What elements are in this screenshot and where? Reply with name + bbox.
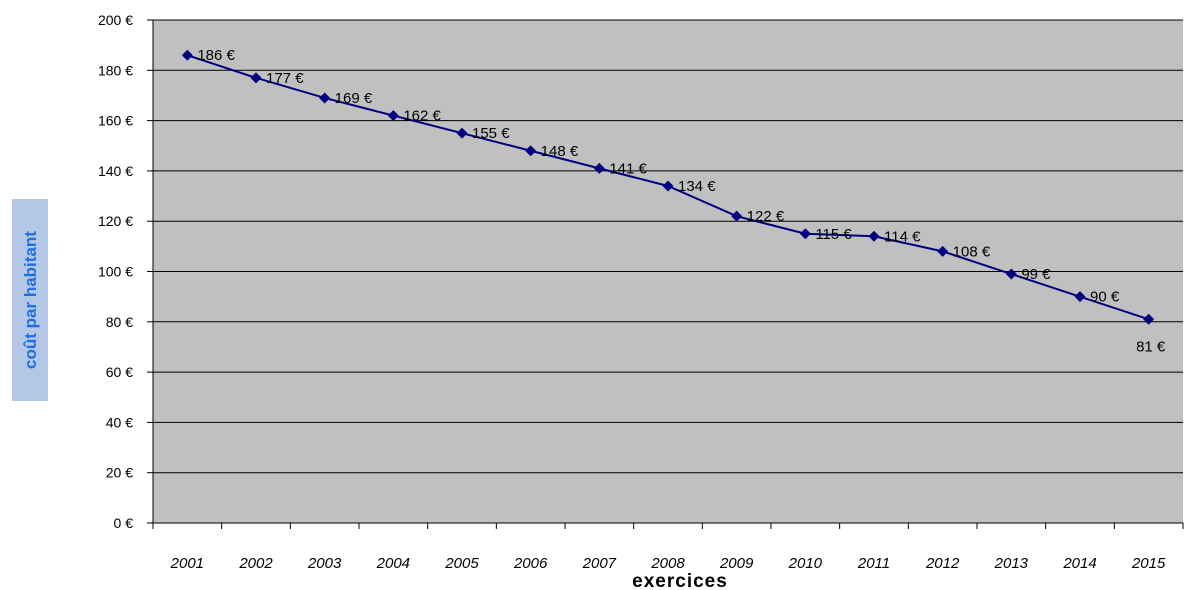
data-label: 134 €: [678, 178, 716, 195]
x-axis-ticks: 2001 2002 2003 2004 2005 2006 2007 2008 2009 2010…: [152, 523, 1184, 572]
data-label: 115 €: [815, 226, 852, 243]
x-tick-label: 2012: [925, 555, 960, 572]
data-point: [731, 210, 743, 222]
data-labels: 186 € 177 € 169 € 162 € 155 € 148 € 141 € 134 €…: [197, 47, 1166, 355]
data-point: [799, 228, 811, 240]
series: [181, 49, 1155, 325]
y-axis-label-group: coût par habitant: [12, 199, 48, 401]
y-tick-label: 80 €: [106, 314, 133, 330]
data-label: 162 €: [403, 108, 441, 125]
y-tick-label: 140 €: [98, 163, 133, 179]
x-tick-label: 2003: [307, 555, 342, 572]
data-label: 108 €: [953, 243, 991, 260]
data-point: [250, 72, 262, 84]
x-tick-label: 2015: [1131, 555, 1166, 572]
data-point: [181, 49, 193, 61]
y-tick-label: 40 €: [106, 414, 133, 430]
y-tick-label: 160 €: [98, 113, 133, 129]
y-axis-label: coût par habitant: [21, 231, 40, 369]
data-point: [525, 145, 537, 157]
y-tick-label: 0 €: [114, 515, 134, 531]
y-axis-ticks: 0 € 20 € 40 € 60 € 80 € 100 € 120 € 140 € 160 € 1…: [98, 12, 153, 531]
y-tick-label: 120 €: [98, 213, 133, 229]
data-label: 122 €: [747, 208, 785, 225]
x-tick-label: 2006: [513, 555, 548, 572]
x-tick-label: 2007: [582, 555, 617, 572]
gridlines: [153, 19, 1183, 474]
data-point: [868, 230, 880, 242]
data-point: [1074, 291, 1086, 303]
x-tick-label: 2008: [650, 555, 685, 572]
y-tick-label: 100 €: [98, 264, 133, 280]
data-label: 141 €: [609, 160, 647, 177]
x-tick-label: 2013: [994, 555, 1029, 572]
data-point: [937, 245, 949, 257]
x-tick-label: 2002: [238, 555, 273, 572]
data-label: 148 €: [541, 143, 579, 160]
data-point: [1143, 313, 1155, 325]
data-label: 114 €: [884, 228, 921, 245]
y-tick-label: 20 €: [106, 465, 133, 481]
data-label: 99 €: [1021, 266, 1051, 283]
x-tick-label: 2009: [719, 555, 754, 572]
x-tick-label: 2001: [170, 555, 204, 572]
data-label: 155 €: [472, 125, 510, 142]
data-label: 169 €: [335, 90, 373, 107]
x-tick-label: 2005: [444, 555, 479, 572]
y-tick-label: 60 €: [106, 364, 133, 380]
data-point: [387, 110, 399, 122]
data-label: 177 €: [266, 70, 304, 87]
y-axis-label-box: [12, 199, 48, 401]
data-label: 81 €: [1136, 338, 1166, 355]
data-point: [662, 180, 674, 192]
x-tick-label: 2004: [376, 555, 410, 572]
data-label: 90 €: [1090, 289, 1120, 306]
data-point: [456, 127, 468, 139]
x-tick-label: 2014: [1062, 555, 1096, 572]
data-point: [593, 162, 605, 174]
x-tick-label: 2010: [788, 555, 823, 572]
y-tick-label: 180 €: [98, 62, 133, 78]
y-tick-label: 200 €: [98, 12, 133, 28]
data-label: 186 €: [197, 47, 235, 64]
data-point: [1005, 268, 1017, 280]
x-axis-label: exercices: [632, 571, 728, 590]
x-tick-label: 2011: [857, 555, 890, 572]
data-point: [319, 92, 331, 104]
